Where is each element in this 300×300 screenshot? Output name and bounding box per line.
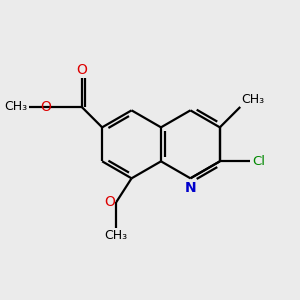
Text: N: N — [184, 181, 196, 195]
Text: CH₃: CH₃ — [4, 100, 28, 113]
Text: Cl: Cl — [253, 155, 266, 168]
Text: O: O — [104, 195, 115, 209]
Text: CH₃: CH₃ — [242, 92, 265, 106]
Text: CH₃: CH₃ — [105, 229, 128, 242]
Text: O: O — [76, 63, 87, 77]
Text: O: O — [40, 100, 51, 114]
